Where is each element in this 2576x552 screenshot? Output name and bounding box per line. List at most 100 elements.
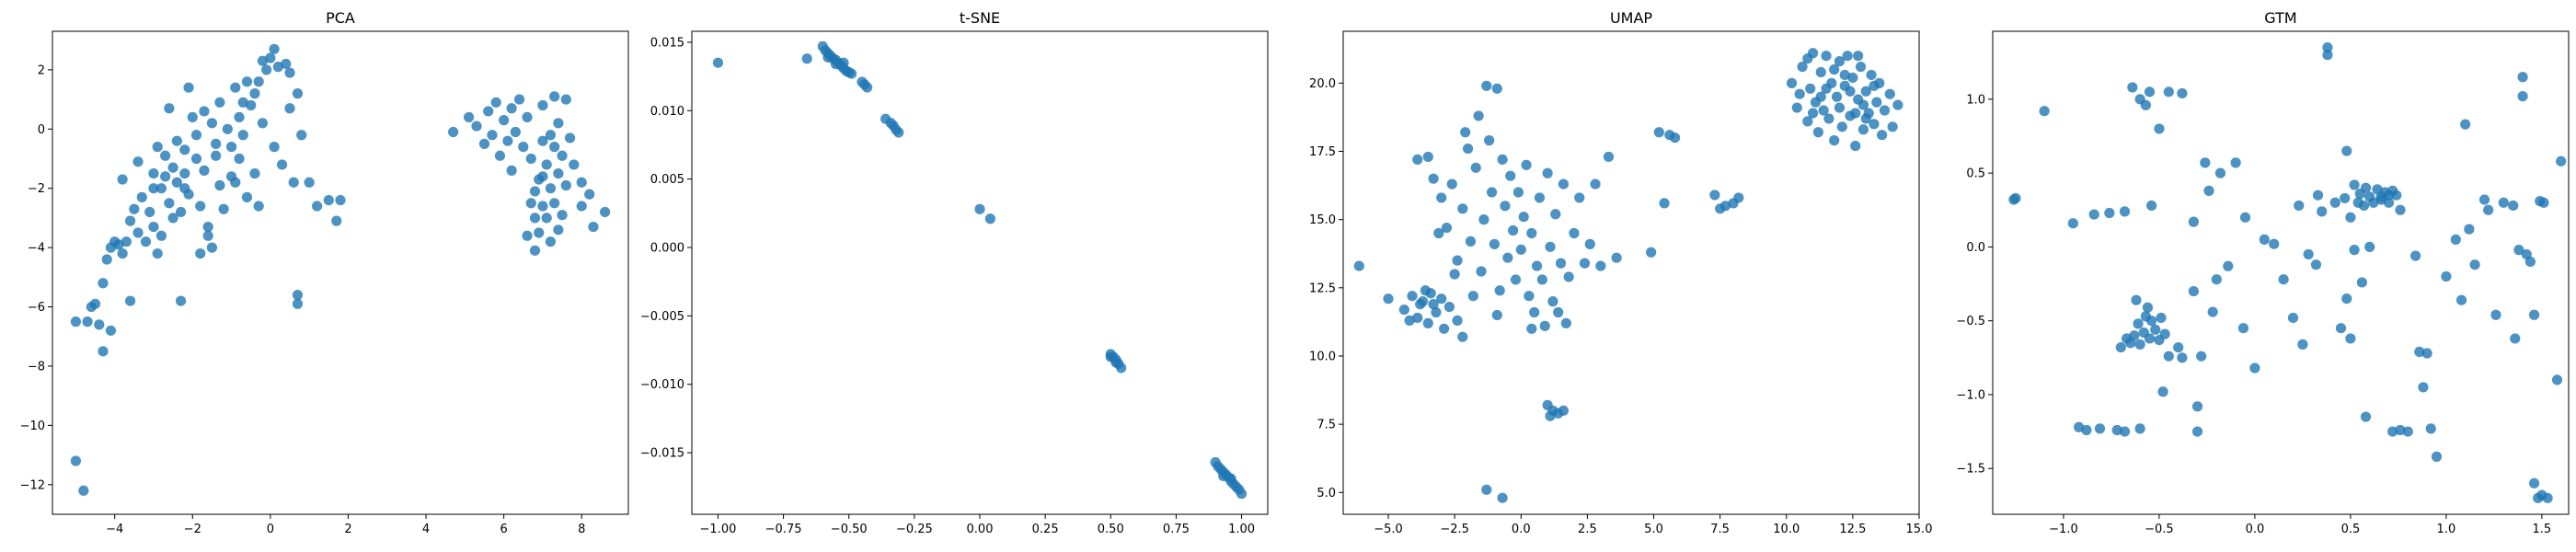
data-point — [1428, 173, 1439, 184]
data-point — [2088, 209, 2099, 220]
data-point — [1452, 255, 1463, 266]
data-point — [537, 99, 548, 111]
data-point — [281, 58, 292, 70]
data-point — [1446, 178, 1457, 190]
data-point — [257, 55, 269, 66]
data-point — [448, 126, 459, 138]
x-tick-label: 15.0 — [1906, 523, 1933, 536]
data-point — [2478, 194, 2490, 205]
data-point — [2134, 339, 2145, 350]
data-point — [557, 210, 568, 221]
data-point — [1866, 69, 1877, 81]
data-point — [292, 298, 304, 309]
data-point — [1595, 260, 1606, 271]
data-point — [1441, 222, 1453, 234]
data-point — [1412, 312, 1423, 324]
data-point — [1531, 260, 1543, 271]
data-point — [265, 52, 276, 63]
data-point — [845, 68, 857, 79]
data-point — [124, 215, 136, 226]
data-point — [1534, 192, 1546, 203]
data-point — [1646, 247, 1657, 258]
data-point — [576, 177, 587, 188]
data-point — [2144, 86, 2156, 98]
data-point — [2188, 216, 2199, 227]
data-point — [2538, 197, 2549, 208]
data-point — [1467, 291, 1478, 302]
data-point — [541, 213, 552, 224]
data-point — [1484, 135, 1495, 146]
y-tick-label: −8 — [28, 360, 45, 374]
data-point — [2278, 274, 2289, 285]
data-point — [94, 319, 105, 330]
data-point — [1590, 178, 1601, 190]
data-point — [1857, 99, 1869, 110]
data-point — [331, 215, 342, 226]
data-point — [1449, 269, 1460, 280]
data-point — [1611, 252, 1622, 263]
data-point — [105, 325, 117, 336]
data-point — [1850, 108, 1861, 119]
data-point — [152, 247, 163, 259]
data-point — [292, 290, 304, 301]
y-tick-label: 12.5 — [1309, 282, 1336, 295]
data-point — [171, 177, 182, 188]
data-point — [2387, 426, 2398, 437]
data-point — [1834, 56, 1846, 67]
data-point — [2345, 212, 2356, 223]
data-point — [510, 126, 521, 138]
data-point — [506, 103, 517, 114]
y-tick-label: 15.0 — [1309, 213, 1336, 227]
data-point — [2460, 119, 2471, 130]
data-point — [2356, 277, 2367, 288]
data-point — [545, 236, 557, 247]
data-point — [2395, 204, 2406, 215]
y-tick-label: 0 — [38, 123, 45, 137]
data-point — [1579, 258, 1591, 269]
data-point — [312, 201, 323, 212]
data-point — [288, 177, 299, 188]
data-point — [195, 201, 206, 212]
data-point — [1510, 274, 1522, 285]
data-point — [1521, 159, 1532, 170]
data-point — [862, 82, 873, 93]
data-point — [1433, 227, 1444, 239]
data-point — [2297, 339, 2308, 350]
data-point — [2039, 106, 2050, 117]
data-point — [1422, 317, 1433, 328]
data-point — [1850, 140, 1861, 152]
data-point — [549, 91, 560, 102]
data-point — [1415, 299, 1426, 310]
data-point — [124, 295, 136, 306]
data-point — [2551, 374, 2563, 385]
x-tick-label: −0.25 — [896, 523, 933, 536]
data-point — [257, 118, 269, 129]
data-point — [2067, 218, 2078, 229]
y-tick-label: −0.005 — [640, 310, 684, 324]
data-point — [1404, 315, 1415, 327]
data-point — [1831, 91, 1843, 102]
data-point — [529, 213, 541, 224]
y-tick-label: −0.010 — [640, 378, 684, 392]
y-tick-label: −1.0 — [1956, 388, 1985, 402]
data-point — [190, 130, 202, 141]
data-point — [2163, 351, 2174, 362]
data-point — [2310, 259, 2322, 270]
data-point — [1834, 102, 1846, 113]
data-point — [494, 150, 506, 161]
data-point — [276, 159, 288, 170]
data-point — [1821, 83, 1832, 94]
data-point — [2094, 423, 2106, 434]
data-point — [1558, 178, 1570, 190]
data-point — [82, 316, 93, 328]
data-point — [502, 135, 513, 146]
data-point — [1860, 113, 1871, 124]
data-point — [218, 203, 229, 214]
data-point — [1558, 405, 1570, 416]
x-tick-label: 4 — [422, 523, 430, 536]
data-point — [183, 82, 194, 93]
data-point — [1539, 320, 1550, 331]
data-point — [1786, 77, 1798, 88]
panel-title: UMAP — [1610, 9, 1652, 27]
